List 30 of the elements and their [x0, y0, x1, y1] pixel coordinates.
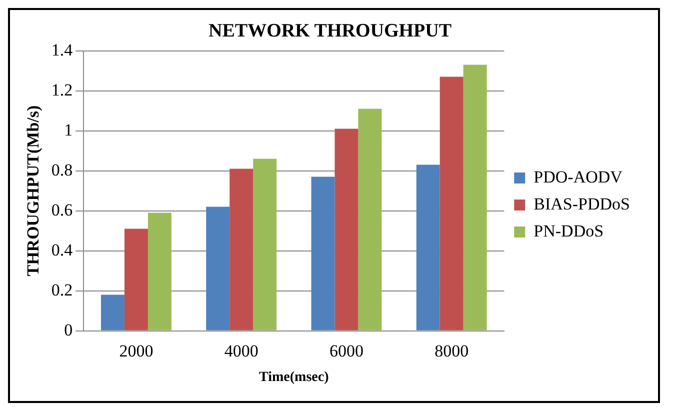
legend-label: BIAS-PDDoS: [534, 194, 630, 214]
bar: [358, 108, 382, 330]
y-tick-label: 0.6: [51, 200, 73, 220]
y-tick-label: 0.8: [51, 160, 73, 180]
y-tick-label: 0: [64, 320, 73, 340]
bar: [206, 206, 230, 330]
chart-title: NETWORK THROUGHPUT: [208, 20, 452, 42]
bar: [334, 128, 358, 330]
legend-label: PN-DDoS: [534, 221, 604, 240]
legend-label: PDO-AODV: [534, 167, 624, 186]
y-tick-label: 0.4: [51, 240, 74, 260]
bar: [253, 158, 277, 330]
x-tick-label: 6000: [329, 341, 364, 360]
x-axis-title: Time(msec): [259, 370, 330, 386]
x-tick-label: 4000: [224, 341, 258, 360]
y-tick-label: 1: [64, 120, 73, 140]
bar: [416, 164, 440, 330]
y-axis-title: THROUGHPUT(Mb/s): [24, 105, 43, 276]
bar: [311, 176, 335, 330]
x-tick-label: 8000: [434, 341, 469, 360]
x-tick-label: 2000: [119, 341, 154, 360]
bar: [124, 228, 148, 330]
bar: [463, 64, 487, 330]
bar: [100, 294, 124, 330]
bar: [230, 168, 254, 330]
y-tick-label: 1.4: [51, 40, 74, 60]
bar: [440, 76, 464, 330]
bar: [148, 212, 172, 330]
y-tick-label: 1.2: [51, 80, 73, 100]
y-tick-label: 0.2: [51, 280, 73, 300]
